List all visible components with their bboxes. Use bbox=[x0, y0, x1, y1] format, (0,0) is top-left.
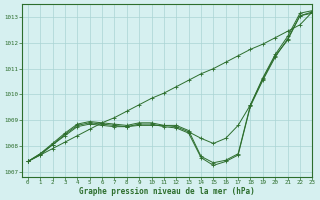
X-axis label: Graphe pression niveau de la mer (hPa): Graphe pression niveau de la mer (hPa) bbox=[79, 187, 255, 196]
